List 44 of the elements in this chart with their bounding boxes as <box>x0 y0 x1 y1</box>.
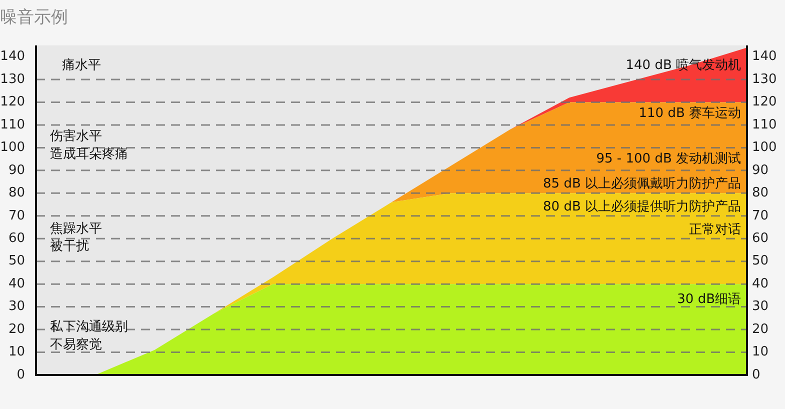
y-tick-label: 40 <box>8 276 25 292</box>
y2-tick-label: 70 <box>752 208 769 224</box>
annotation: 不易察觉 <box>50 336 102 352</box>
y2-tick-label: 50 <box>752 254 769 269</box>
annotation: 造成耳朵疼痛 <box>50 147 128 162</box>
y2-tick-label: 20 <box>752 322 769 337</box>
annotation: 85 dB 以上必须佩戴听力防护产品 <box>543 176 741 192</box>
annotation: 焦躁水平 <box>50 222 102 237</box>
y-tick-label: 20 <box>8 322 25 337</box>
y-tick-label: 70 <box>8 208 25 224</box>
y2-tick-label: 90 <box>752 162 769 178</box>
annotation: 痛水平 <box>62 58 101 73</box>
y2-tick-label: 130 <box>752 72 777 87</box>
y2-tick-label: 10 <box>752 344 769 360</box>
y-tick-label: 80 <box>8 186 25 201</box>
annotation: 被干扰 <box>50 238 89 254</box>
y-tick-label: 110 <box>0 117 25 132</box>
y2-tick-label: 40 <box>752 276 769 292</box>
annotation: 正常对话 <box>689 222 741 238</box>
y2-tick-label: 100 <box>752 140 777 156</box>
y2-tick-label: 80 <box>752 186 769 201</box>
annotation: 私下沟通级别 <box>50 319 128 334</box>
y-tick-label: 100 <box>0 140 25 156</box>
y-tick-label: 90 <box>8 162 25 178</box>
annotation: 95 - 100 dB 发动机测试 <box>596 151 741 166</box>
y2-tick-label: 120 <box>752 94 777 110</box>
y-tick-label: 140 <box>0 49 25 64</box>
y-tick-label: 130 <box>0 72 25 87</box>
annotation: 伤害水平 <box>50 128 102 144</box>
y2-tick-label: 110 <box>752 117 777 132</box>
annotation: 30 dB细语 <box>677 292 741 307</box>
y2-tick-label: 140 <box>752 49 777 64</box>
y-tick-label: 30 <box>8 299 25 314</box>
y2-tick-label: 60 <box>752 230 769 246</box>
y2-tick-label: 30 <box>752 299 769 314</box>
y-tick-label: 10 <box>8 344 25 360</box>
y2-tick-label: 0 <box>752 367 760 382</box>
annotation: 80 dB 以上必须提供听力防护产品 <box>543 200 741 215</box>
y-tick-label: 120 <box>0 94 25 110</box>
y-tick-label: 60 <box>8 230 25 246</box>
annotation: 110 dB 赛车运动 <box>638 105 741 121</box>
y-tick-label: 0 <box>16 367 25 382</box>
chart-title: 噪音示例 <box>0 8 68 28</box>
y-tick-label: 50 <box>8 254 25 269</box>
